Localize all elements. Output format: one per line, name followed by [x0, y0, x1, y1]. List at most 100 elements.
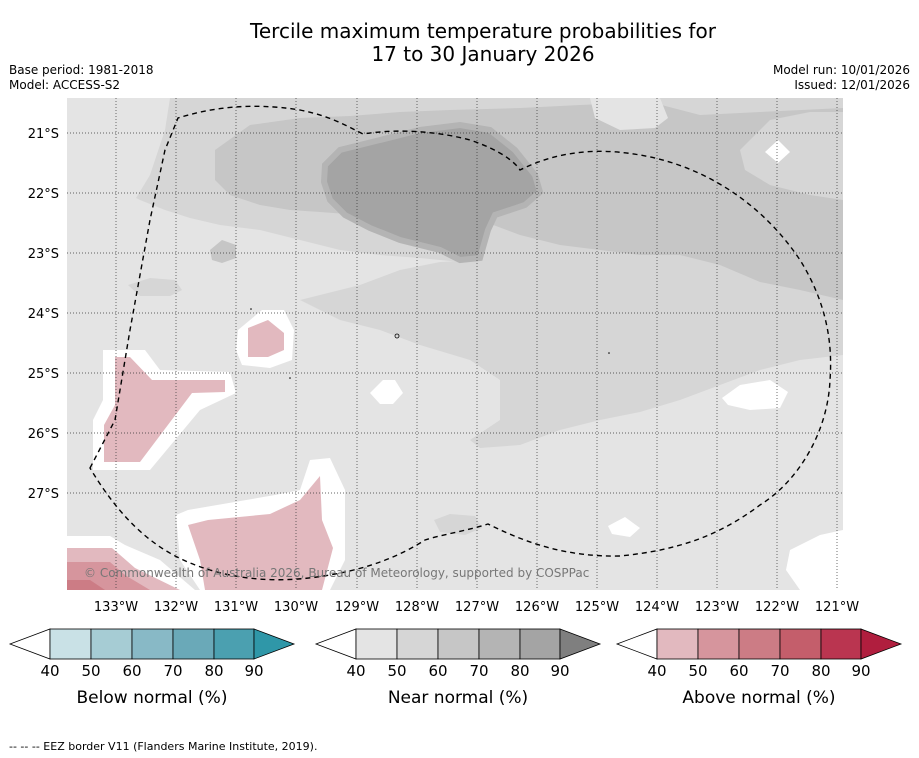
cb-near-seg — [478, 628, 521, 660]
cb-near-seg — [396, 628, 439, 660]
white-patch-3 — [608, 517, 640, 537]
near-70-ring — [320, 121, 544, 264]
lon-label: 127°W — [455, 600, 499, 615]
near-50-patch-right — [740, 112, 843, 200]
lat-label: 27°S — [28, 487, 59, 502]
above-40-south — [188, 476, 333, 590]
near-50-blob-2 — [434, 514, 482, 535]
cb-above-label: Above normal (%) — [682, 688, 835, 708]
white-patch-se — [786, 530, 843, 590]
cb-near-tick: 90 — [550, 662, 569, 680]
cb-near-extend-high — [559, 628, 602, 660]
colorbar-near: 40 50 60 70 80 90 Near normal (%) — [314, 628, 602, 708]
cb-above-seg — [656, 628, 699, 660]
cb-above-extend-low — [615, 628, 658, 660]
cb-below-tick: 50 — [81, 662, 100, 680]
lon-label: 124°W — [635, 600, 679, 615]
lon-label: 130°W — [274, 600, 318, 615]
cb-below-tick: 70 — [163, 662, 182, 680]
white-patch-1 — [370, 380, 403, 404]
cb-near-seg — [437, 628, 480, 660]
lon-label: 132°W — [154, 600, 198, 615]
cb-above-tick: 50 — [688, 662, 707, 680]
meta-right: Model run: 10/01/2026 Issued: 12/01/2026 — [773, 63, 910, 93]
white-patch-2 — [722, 380, 788, 410]
model-name: Model: ACCESS-S2 — [9, 78, 121, 92]
lat-label: 26°S — [28, 427, 59, 442]
cb-near-tick: 40 — [346, 662, 365, 680]
cb-above-tick: 60 — [729, 662, 748, 680]
cb-below-extend-low — [8, 628, 51, 660]
lat-axis: 21°S 22°S 23°S 24°S 25°S 26°S 27°S — [28, 127, 59, 502]
model-run: Model run: 10/01/2026 — [772, 63, 910, 77]
cb-below-tick: 80 — [204, 662, 223, 680]
near-50-region-south — [300, 260, 843, 448]
cb-below-seg — [172, 628, 215, 660]
cb-above-tick: 80 — [811, 662, 830, 680]
near-60-blob-left — [210, 240, 236, 263]
lon-label: 121°W — [815, 600, 859, 615]
near-40-patch-topmid — [590, 98, 668, 130]
cb-near-tick: 60 — [428, 662, 447, 680]
colorbar-below: 40 50 60 70 80 90 Below normal (%) — [8, 628, 296, 708]
cb-below-seg — [49, 628, 92, 660]
cb-below-tick: 60 — [122, 662, 141, 680]
cb-near-label: Near normal (%) — [388, 688, 528, 708]
base-period: Base period: 1981-2018 — [9, 63, 154, 77]
cb-above-seg — [697, 628, 740, 660]
lat-label: 22°S — [28, 187, 59, 202]
lon-label: 125°W — [575, 600, 619, 615]
graticule — [67, 98, 843, 590]
above-40-west — [104, 357, 225, 462]
title-line-1: Tercile maximum temperature probabilitie… — [250, 19, 716, 43]
issued-date: Issued: 12/01/2026 — [794, 78, 910, 92]
cb-below-extend-high — [253, 628, 296, 660]
cb-above-seg — [738, 628, 781, 660]
cb-near-seg — [519, 628, 561, 660]
island-marker-1 — [394, 333, 400, 339]
cb-above-tick: 40 — [647, 662, 666, 680]
cb-near-seg — [355, 628, 398, 660]
lon-axis: 133°W 132°W 131°W 130°W 129°W 128°W 127°… — [94, 600, 859, 615]
lon-label: 126°W — [515, 600, 559, 615]
cb-above-tick: 70 — [770, 662, 789, 680]
copyright-text: © Commonwealth of Australia 2026, Bureau… — [84, 566, 589, 580]
cb-near-tick: 50 — [387, 662, 406, 680]
near-40-patch-topleft — [67, 98, 170, 210]
cb-near-tick: 70 — [469, 662, 488, 680]
island-marker-4 — [289, 377, 291, 379]
lon-label: 122°W — [755, 600, 799, 615]
cb-below-seg — [131, 628, 174, 660]
lon-label: 123°W — [695, 600, 739, 615]
cb-near-extend-low — [314, 628, 357, 660]
title-line-2: 17 to 30 January 2026 — [371, 42, 595, 66]
above-60-sw — [67, 580, 105, 590]
cb-below-tick: 90 — [244, 662, 263, 680]
cb-below-label: Below normal (%) — [77, 688, 228, 708]
lon-label: 129°W — [335, 600, 379, 615]
probability-map: © Commonwealth of Australia 2026, Bureau… — [67, 98, 843, 590]
cb-above-tick: 90 — [851, 662, 870, 680]
colorbar-above: 40 50 60 70 80 90 Above normal (%) — [615, 628, 903, 708]
white-patch-4 — [765, 140, 790, 163]
cb-above-extend-high — [860, 628, 903, 660]
cb-near-tick: 80 — [510, 662, 529, 680]
island-marker-3 — [250, 308, 252, 310]
lat-label: 21°S — [28, 127, 59, 142]
lon-label: 128°W — [395, 600, 439, 615]
lat-label: 23°S — [28, 247, 59, 262]
cb-above-seg — [779, 628, 822, 660]
above-40-blob — [248, 320, 284, 357]
cb-below-seg — [90, 628, 133, 660]
lon-label: 133°W — [94, 600, 138, 615]
meta-left: Base period: 1981-2018 Model: ACCESS-S2 — [9, 63, 154, 93]
near-50-blob-1 — [128, 278, 182, 296]
island-marker-2 — [608, 352, 610, 354]
lat-label: 24°S — [28, 307, 59, 322]
eez-footnote: -- -- -- EEZ border V11 (Flanders Marine… — [9, 740, 318, 753]
lat-label: 25°S — [28, 367, 59, 382]
eez-border — [89, 105, 832, 581]
cb-above-seg — [820, 628, 862, 660]
near-80-region — [324, 125, 540, 260]
